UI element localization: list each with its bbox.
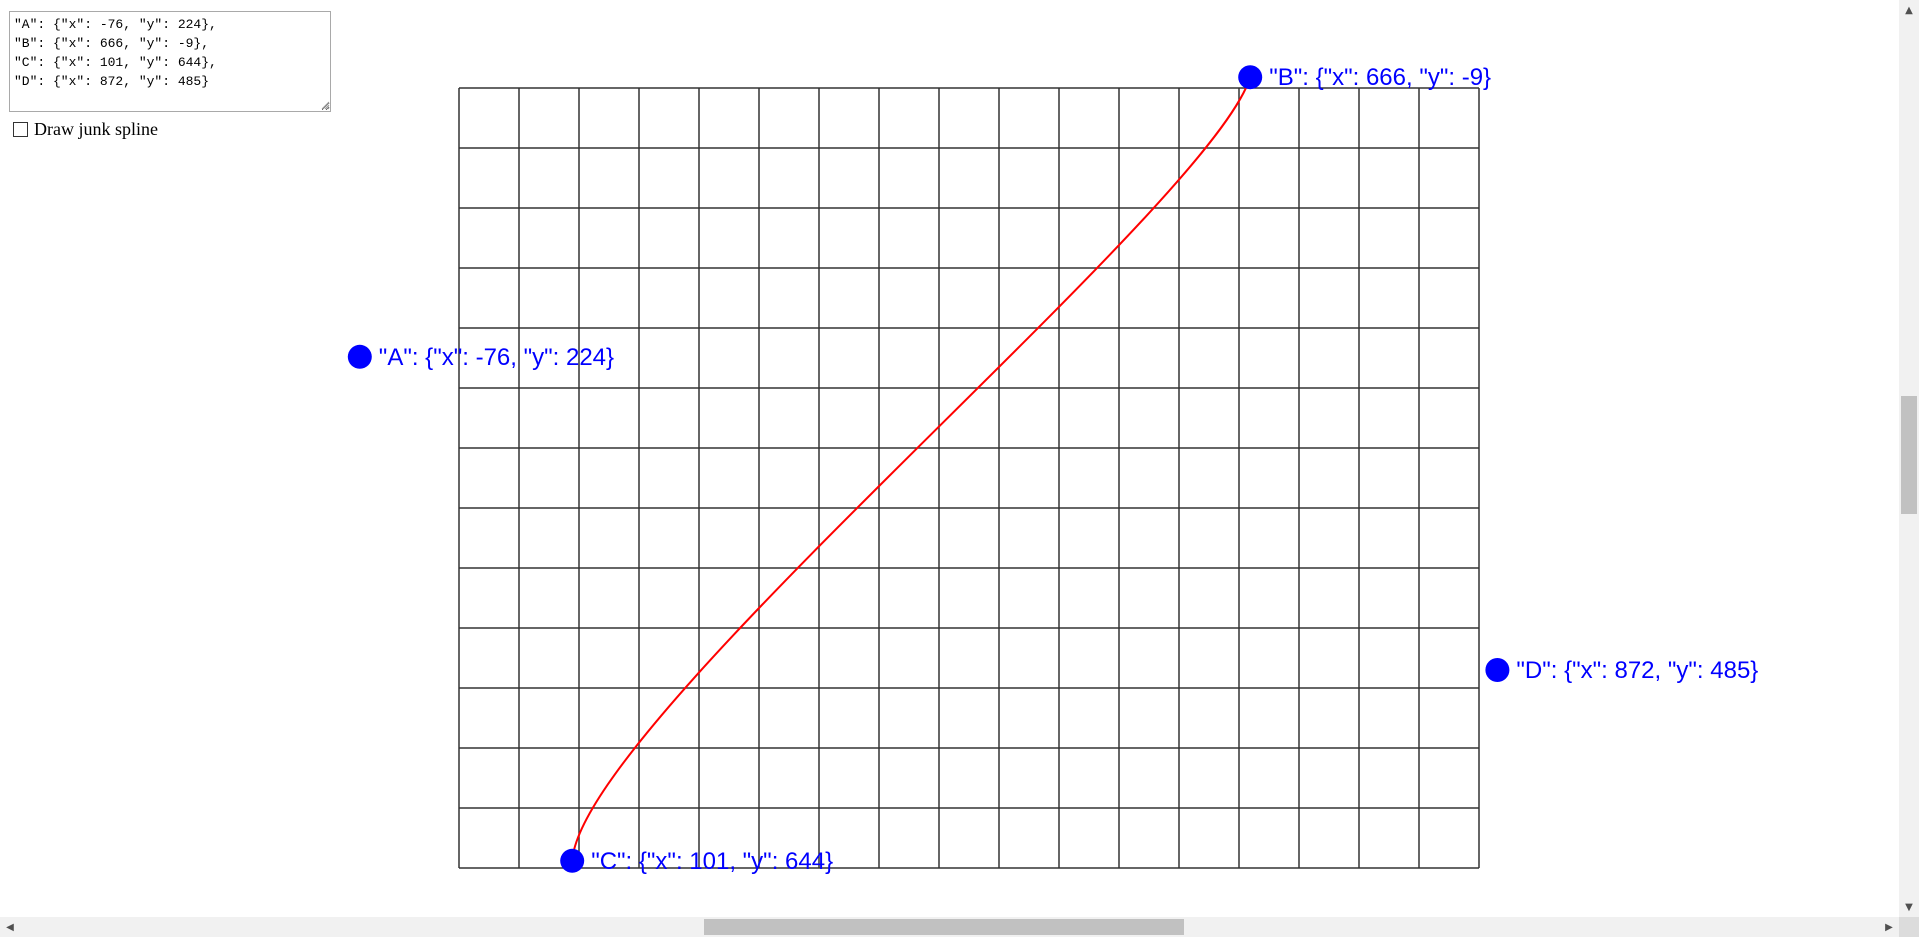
control-point-label-d: "D": {"x": 872, "y": 485}	[1516, 657, 1758, 684]
scroll-right-icon[interactable]: ▶	[1885, 921, 1893, 933]
junk-spline-label: Draw junk spline	[34, 118, 158, 139]
control-point-a[interactable]	[347, 344, 372, 369]
control-point-label-b: "B": {"x": 666, "y": -9}	[1269, 64, 1491, 91]
control-point-label-c: "C": {"x": 101, "y": 644}	[591, 848, 833, 875]
control-points: "A": {"x": -76, "y": 224} "B": {"x": 666,…	[347, 64, 1758, 875]
junk-spline-option[interactable]: Draw junk spline	[13, 118, 158, 140]
points-json-textarea[interactable]: "A": {"x": -76, "y": 224}, "B": {"x": 66…	[9, 11, 331, 112]
scroll-down-icon[interactable]: ▼	[1905, 901, 1913, 913]
horizontal-scroll-thumb[interactable]	[704, 919, 1184, 935]
scroll-up-icon[interactable]: ▲	[1905, 4, 1913, 16]
control-point-b[interactable]	[1238, 65, 1263, 90]
vertical-scroll-thumb[interactable]	[1901, 396, 1917, 514]
junk-spline-checkbox[interactable]	[13, 121, 28, 137]
grid	[458, 87, 1480, 869]
control-point-c[interactable]	[560, 848, 585, 873]
spline-curve	[571, 76, 1252, 861]
scroll-left-icon[interactable]: ◀	[6, 921, 14, 933]
scrollbar-corner	[1899, 917, 1919, 937]
control-point-d[interactable]	[1485, 658, 1510, 682]
control-point-label-a: "A": {"x": -76, "y": 224}	[379, 344, 614, 371]
